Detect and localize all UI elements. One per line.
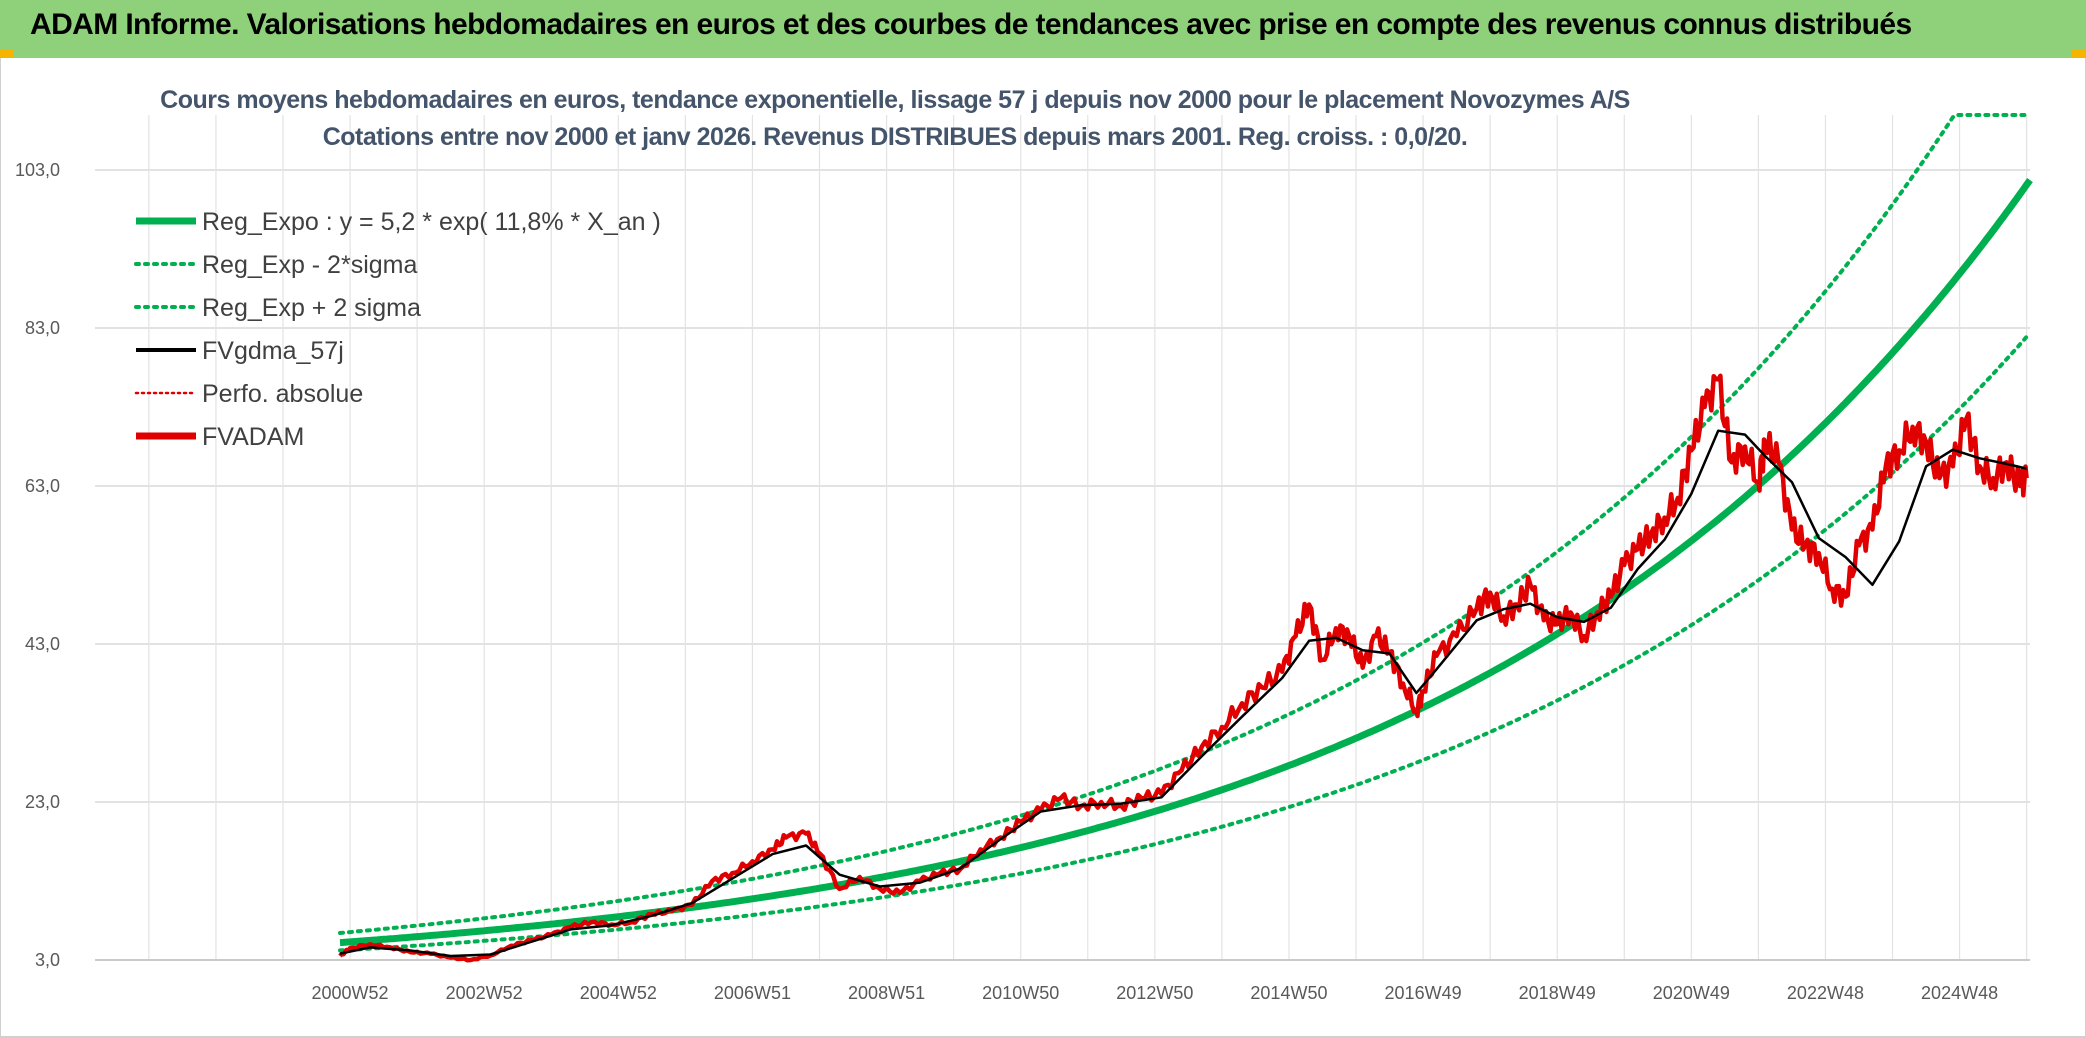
x-tick-label: 2004W52 <box>580 983 657 1003</box>
x-tick-label: 2008W51 <box>848 983 925 1003</box>
x-tick-label: 2024W48 <box>1921 983 1998 1003</box>
x-tick-label: 2014W50 <box>1250 983 1327 1003</box>
y-tick-label: 63,0 <box>25 476 60 496</box>
x-axis: 2000W52 2002W52 2004W52 2006W51 2008W51 2010W… <box>312 983 1999 1003</box>
chart-grid <box>95 115 2030 961</box>
report-title: ADAM Informe. Valorisations hebdomadaire… <box>30 8 1912 41</box>
y-tick-label: 23,0 <box>25 792 60 812</box>
legend-label: FVgdma_57j <box>202 337 344 365</box>
legend-label: Reg_Exp + 2 sigma <box>202 294 421 322</box>
chart-subtitle: Cotations entre nov 2000 et janv 2026. R… <box>322 123 1468 151</box>
legend-label: FVADAM <box>202 423 304 451</box>
x-tick-label: 2002W52 <box>446 983 523 1003</box>
y-tick-label: 103,0 <box>15 160 60 180</box>
x-tick-label: 2018W49 <box>1519 983 1596 1003</box>
y-tick-label: 43,0 <box>25 634 60 654</box>
banner-corner-accent-right <box>2072 50 2086 58</box>
chart-title: Cours moyens hebdomadaires en euros, ten… <box>160 86 1630 114</box>
legend-label: Perfo. absolue <box>202 380 363 408</box>
x-tick-label: 2022W48 <box>1787 983 1864 1003</box>
series-fvgdma-57j <box>339 429 2027 958</box>
series-reg-exp-minus-2sigma <box>338 331 2032 953</box>
legend-label: Reg_Expo : y = 5,2 * exp( 11,8% * X_an ) <box>202 208 661 236</box>
x-tick-label: 2020W49 <box>1653 983 1730 1003</box>
x-tick-label: 2012W50 <box>1116 983 1193 1003</box>
x-tick-label: 2016W49 <box>1385 983 1462 1003</box>
legend-label: Reg_Exp - 2*sigma <box>202 251 417 279</box>
chart-legend: Reg_Expo : y = 5,2 * exp( 11,8% * X_an )… <box>134 208 661 451</box>
series-reg-expo <box>339 178 2033 947</box>
y-axis: 3,0 23,0 43,0 63,0 83,0 103,0 <box>15 160 60 970</box>
x-tick-label: 2000W52 <box>312 983 389 1003</box>
banner-corner-accent-left <box>0 50 14 58</box>
x-tick-label: 2006W51 <box>714 983 791 1003</box>
chart-series <box>338 113 2033 963</box>
y-tick-label: 3,0 <box>35 950 60 970</box>
report-banner <box>0 0 2086 58</box>
y-tick-label: 83,0 <box>25 318 60 338</box>
x-tick-label: 2010W50 <box>982 983 1059 1003</box>
series-reg-exp-plus-2sigma <box>338 113 2032 935</box>
